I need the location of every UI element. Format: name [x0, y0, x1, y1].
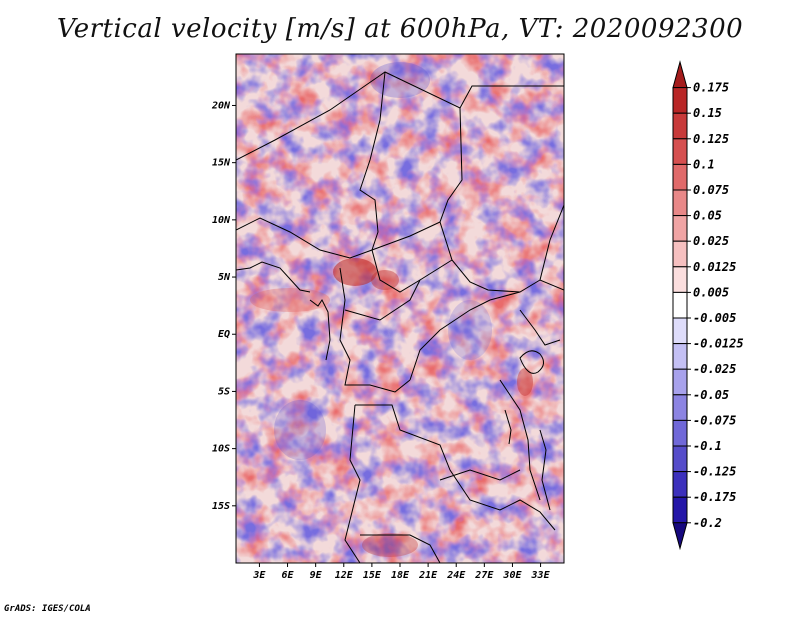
colorbar-swatch: [672, 394, 688, 421]
lat-tick-label: 5N: [218, 272, 231, 283]
lat-tick-label: 5S: [218, 386, 230, 397]
colorbar-label: -0.075: [693, 413, 736, 427]
colorbar-label: 0.05: [693, 209, 722, 223]
lon-tick-label: 18E: [391, 570, 410, 581]
colorbar-label: -0.175: [693, 490, 736, 504]
colorbar-swatch: [672, 343, 688, 370]
colorbar-label: 0.0125: [693, 260, 736, 274]
colorbar-label: -0.1: [693, 439, 722, 453]
colorbar-label: 0.175: [693, 81, 729, 95]
map-title: Vertical velocity [m/s] at 600hPa, VT: 2…: [56, 14, 744, 44]
colorbar-swatch: [672, 291, 688, 319]
colorbar-label: -0.125: [693, 465, 736, 479]
lon-tick-label: 21E: [418, 570, 438, 581]
colorbar-swatch: [672, 163, 688, 191]
lon-tick-label: 27E: [474, 570, 494, 581]
colorbar-label: 0.15: [693, 106, 722, 120]
colorbar-swatch: [672, 215, 688, 242]
lon-tick-label: 9E: [310, 570, 323, 581]
colorbar-swatch: [672, 189, 688, 217]
colorbar-label: -0.025: [693, 362, 736, 376]
colorbar-swatch: [672, 60, 688, 89]
lon-tick-label: 6E: [282, 570, 295, 581]
colorbar: 0.175 0.15 0.125 0.1 0.075 0.05 0.025 0.0125 0.0…: [672, 60, 744, 551]
colorbar-label: -0.2: [693, 516, 722, 530]
colorbar-swatch: [672, 240, 688, 268]
colorbar-label: -0.0125: [693, 337, 744, 351]
longitude-axis: 3E 6E 9E 12E 15E 18E 21E 24E 27E 30E 33E: [252, 563, 551, 581]
colorbar-label: 0.075: [693, 183, 729, 197]
lat-tick-label: 10N: [212, 215, 231, 226]
lon-tick-label: 24E: [446, 570, 466, 581]
lon-tick-label: 30E: [502, 570, 522, 581]
colorbar-swatch: [672, 266, 688, 293]
colorbar-label: 0.025: [693, 234, 729, 248]
colorbar-swatch: [672, 87, 688, 114]
lon-tick-label: 33E: [531, 570, 551, 581]
colorbar-swatch: [672, 522, 688, 551]
lat-tick-label: 20N: [211, 100, 231, 111]
colorbar-label: 0.005: [693, 285, 729, 299]
velocity-field: [236, 54, 564, 563]
colorbar-label: 0.1: [693, 157, 715, 171]
colorbar-swatch: [672, 112, 688, 140]
colorbar-swatch: [672, 496, 688, 524]
colorbar-swatch: [672, 471, 688, 498]
colorbar-label: -0.005: [693, 311, 736, 325]
lon-tick-label: 3E: [252, 570, 266, 581]
lat-tick-label: 15S: [212, 501, 230, 512]
colorbar-label: 0.125: [693, 132, 729, 146]
lat-tick-label: EQ: [218, 329, 230, 340]
colorbar-swatch: [672, 317, 688, 345]
grads-credit: GrADS: IGES/COLA: [4, 604, 91, 614]
lon-tick-label: 12E: [335, 570, 354, 581]
colorbar-swatch: [672, 368, 688, 396]
lat-tick-label: 15N: [212, 158, 231, 169]
colorbar-swatch: [672, 419, 688, 447]
latitude-axis: 20N 15N 10N 5N EQ 5S 10S 15S: [211, 100, 236, 512]
colorbar-swatch: [672, 445, 688, 473]
colorbar-swatch: [672, 138, 688, 165]
colorbar-label: -0.05: [693, 388, 729, 402]
lon-tick-label: 15E: [363, 570, 382, 581]
lat-tick-label: 10S: [212, 444, 230, 455]
